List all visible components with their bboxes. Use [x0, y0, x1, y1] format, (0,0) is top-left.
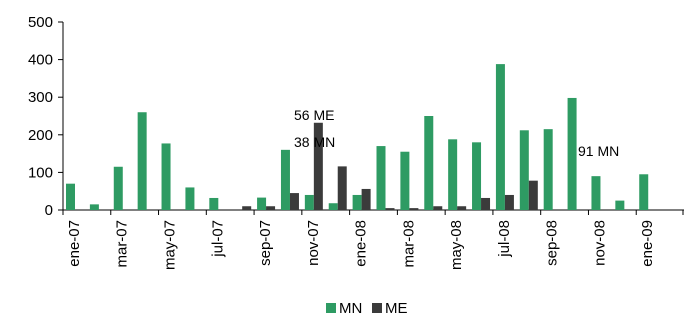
bar-mn [448, 139, 458, 210]
bar-mn [424, 116, 434, 210]
bar-mn [137, 112, 147, 210]
bar-me [266, 206, 276, 210]
bar-me [504, 194, 514, 210]
bar-mn [567, 97, 577, 210]
x-tick-label: may-07 [161, 220, 178, 270]
x-tick-label: mar-07 [114, 220, 131, 268]
bar-me [289, 193, 299, 210]
bar-me [433, 206, 443, 210]
bar-mn [615, 200, 625, 210]
bar-mn [304, 194, 314, 210]
legend-label-mn: MN [339, 300, 362, 317]
bar-mn [209, 197, 219, 210]
bar-me [457, 206, 467, 210]
x-tick-label: sep-07 [257, 220, 274, 266]
bar-mn [113, 166, 123, 210]
axes: 0 100 200 300 400 500 ene-07 mar-07 may-07 jul-07… [28, 14, 684, 270]
bar-mn [495, 64, 505, 210]
bar-mn [328, 203, 338, 210]
x-tick-label: mar-08 [400, 220, 417, 268]
bar-me [361, 188, 371, 210]
bar-mn [591, 176, 601, 210]
legend-swatch-me [372, 303, 382, 313]
y-tick-label: 0 [45, 202, 53, 219]
bar-me [385, 208, 395, 210]
x-tick-label: nov-08 [591, 220, 608, 266]
bar-me [313, 122, 323, 210]
annotations: 56 ME 38 MN 91 MN [294, 107, 619, 159]
x-tick-label: may-08 [448, 220, 465, 270]
x-tick-label: jul-07 [209, 220, 226, 258]
bar-mn [376, 146, 386, 210]
bar-mn [161, 143, 171, 210]
bar-mn [639, 174, 649, 210]
bar-mn [472, 142, 482, 210]
annotation-label: 91 MN [578, 143, 619, 159]
legend-swatch-mn [326, 303, 336, 313]
bar-mn [185, 187, 195, 210]
y-tick-label: 300 [28, 89, 53, 106]
y-tick-label: 200 [28, 127, 53, 144]
x-tick-label: jul-08 [496, 220, 513, 258]
x-tick-label: ene-07 [66, 220, 83, 267]
bars [66, 64, 649, 210]
x-tick-label: sep-08 [544, 220, 561, 266]
bar-me [409, 208, 419, 210]
y-tick-label: 100 [28, 164, 53, 181]
bar-me [337, 166, 347, 210]
annotation-label: 38 MN [294, 134, 335, 150]
annotation-label: 56 ME [294, 107, 334, 123]
x-tick-label: nov-07 [305, 220, 322, 266]
bar-mn [543, 129, 553, 210]
bar-mn [352, 194, 362, 210]
bar-mn [257, 197, 267, 210]
bar-mn [280, 149, 290, 210]
bar-mn [400, 151, 410, 210]
bar-mn [519, 130, 529, 210]
legend-label-me: ME [385, 300, 408, 317]
bar-me [481, 197, 491, 210]
bar-mn [89, 204, 99, 210]
legend: MN ME [326, 300, 408, 317]
x-tick-label: ene-08 [353, 220, 370, 267]
x-tick-label: ene-09 [639, 220, 656, 267]
y-tick-label: 400 [28, 52, 53, 69]
bar-me [242, 206, 252, 210]
bar-mn [66, 183, 75, 210]
bar-me [528, 180, 538, 210]
y-tick-label: 500 [28, 14, 53, 31]
